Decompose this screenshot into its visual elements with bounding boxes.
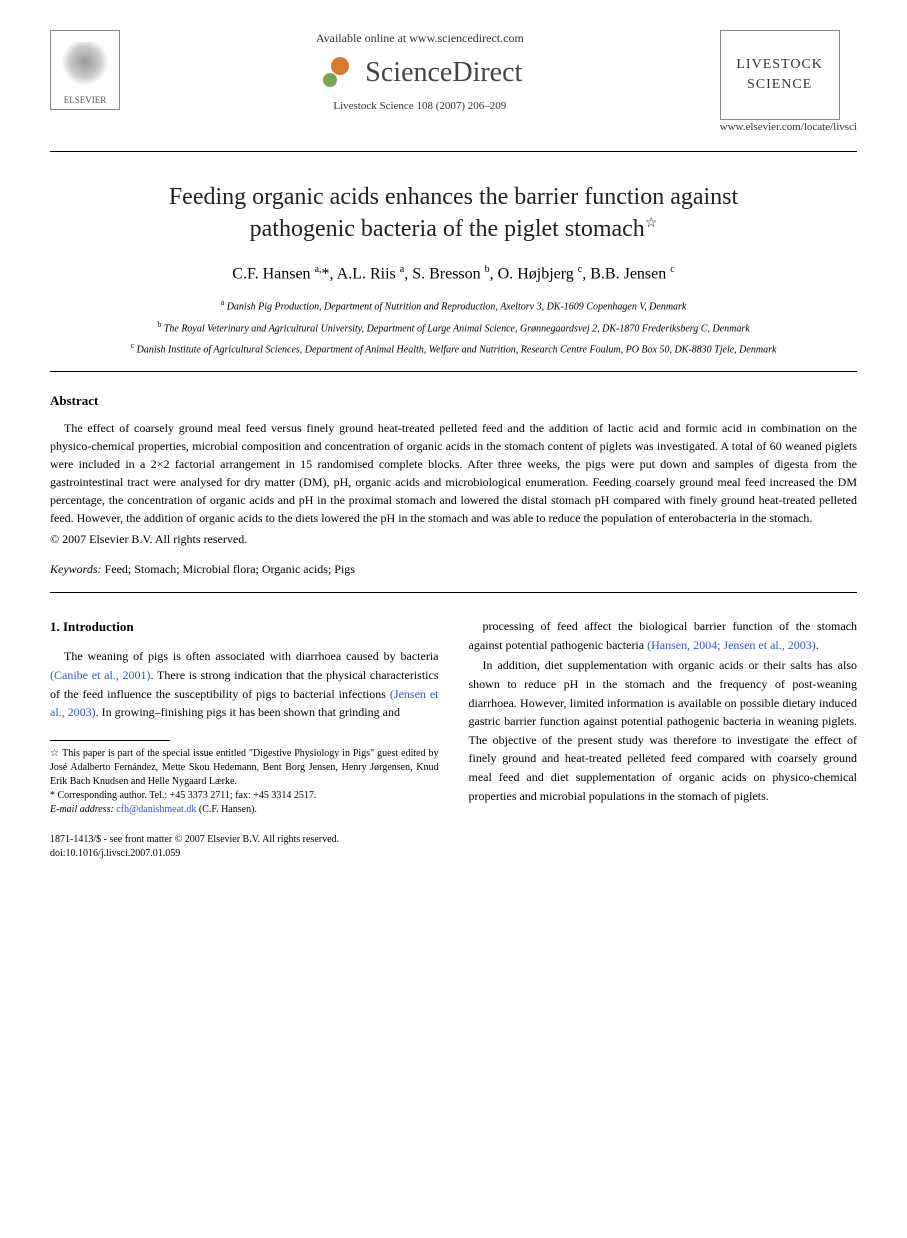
divider-top [50, 151, 857, 152]
title-line2: pathogenic bacteria of the piglet stomac… [250, 216, 645, 242]
intro-p2-b: . [816, 638, 819, 652]
keywords-line: Keywords: Feed; Stomach; Microbial flora… [50, 561, 857, 578]
article-title: Feeding organic acids enhances the barri… [50, 182, 857, 244]
header-row: ELSEVIER Available online at www.science… [50, 30, 857, 143]
journal-box-wrap: LIVESTOCK SCIENCE www.elsevier.com/locat… [720, 30, 857, 143]
abstract-copyright: © 2007 Elsevier B.V. All rights reserved… [50, 531, 857, 548]
sciencedirect-logo: ScienceDirect [120, 53, 720, 93]
footer-copyright-doi: 1871-1413/$ - see front matter © 2007 El… [50, 833, 339, 861]
footer-doi: doi:10.1016/j.livsci.2007.01.059 [50, 847, 339, 861]
intro-para-2: processing of feed affect the biological… [469, 617, 858, 654]
affiliation-b: b The Royal Veterinary and Agricultural … [50, 319, 857, 336]
elsevier-tree-icon [60, 42, 110, 92]
intro-para-1: The weaning of pigs is often associated … [50, 647, 439, 721]
title-star-icon: ☆ [645, 216, 658, 231]
locate-url: www.elsevier.com/locate/livsci [720, 120, 857, 135]
email-link[interactable]: cfh@danishmeat.dk [114, 804, 199, 815]
footnote-star: ☆ This paper is part of the special issu… [50, 747, 439, 789]
left-column: 1. Introduction The weaning of pigs is o… [50, 617, 439, 817]
journal-name-line2: SCIENCE [747, 75, 812, 95]
footnote-email: E-mail address: cfh@danishmeat.dk (C.F. … [50, 803, 439, 817]
intro-para-3: In addition, diet supplementation with o… [469, 656, 858, 805]
two-column-body: 1. Introduction The weaning of pigs is o… [50, 617, 857, 817]
footer-line: 1871-1413/$ - see front matter © 2007 El… [50, 833, 857, 861]
divider-abstract-top [50, 371, 857, 372]
cite-hansen-jensen[interactable]: (Hansen, 2004; Jensen et al., 2003) [647, 638, 816, 652]
intro-heading: 1. Introduction [50, 617, 439, 637]
abstract-heading: Abstract [50, 392, 857, 410]
intro-p1-c: . In growing–finishing pigs it has been … [96, 705, 400, 719]
journal-cover-box: LIVESTOCK SCIENCE [720, 30, 840, 120]
center-brand: Available online at www.sciencedirect.co… [120, 30, 720, 120]
intro-p1-a: The weaning of pigs is often associated … [64, 649, 439, 663]
elsevier-label: ELSEVIER [64, 94, 107, 107]
keywords-text: Feed; Stomach; Microbial flora; Organic … [102, 562, 355, 576]
title-line1: Feeding organic acids enhances the barri… [169, 184, 738, 210]
citation-line: Livestock Science 108 (2007) 206–209 [120, 99, 720, 114]
authors-line: C.F. Hansen a,*, A.L. Riis a, S. Bresson… [50, 263, 857, 286]
affiliation-a: a Danish Pig Production, Department of N… [50, 297, 857, 314]
elsevier-logo: ELSEVIER [50, 30, 120, 110]
sciencedirect-text: ScienceDirect [365, 53, 522, 92]
footnote-rule [50, 740, 170, 741]
cite-canibe-2001[interactable]: (Canibe et al., 2001) [50, 668, 151, 682]
right-column: processing of feed affect the biological… [469, 617, 858, 817]
footnote-corresponding: * Corresponding author. Tel.: +45 3373 2… [50, 789, 439, 803]
journal-name-line1: LIVESTOCK [736, 55, 823, 75]
sciencedirect-swirl-icon [317, 53, 357, 93]
keywords-label: Keywords: [50, 562, 102, 576]
affiliation-c: c Danish Institute of Agricultural Scien… [50, 340, 857, 357]
available-online-text: Available online at www.sciencedirect.co… [120, 30, 720, 47]
divider-abstract-bottom [50, 592, 857, 593]
abstract-body: The effect of coarsely ground meal feed … [50, 419, 857, 527]
email-label: E-mail address: [50, 804, 114, 815]
email-tail: (C.F. Hansen). [199, 804, 257, 815]
footer-front-matter: 1871-1413/$ - see front matter © 2007 El… [50, 833, 339, 847]
